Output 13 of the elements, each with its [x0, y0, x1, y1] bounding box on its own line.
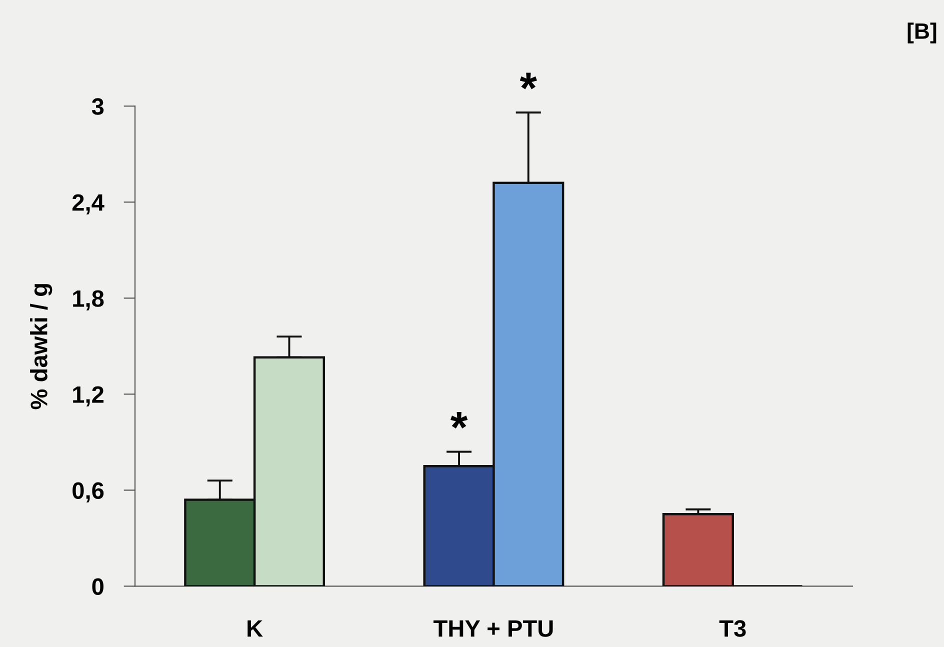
annotation: *	[450, 412, 468, 428]
y-tick-label: 2,4	[72, 194, 104, 214]
y-tick-label: 1,8	[73, 290, 104, 310]
x-tick-label: THY + PTU	[434, 620, 553, 637]
text: [B]	[908, 22, 936, 44]
x-tick-label: T3	[719, 620, 746, 637]
y-tick-label: 3	[92, 98, 104, 115]
y-tick-label: 0	[92, 578, 104, 595]
x-tick-label: K	[248, 620, 263, 637]
annotation: *	[520, 72, 537, 90]
y-tick-label: 1,2	[73, 386, 104, 406]
y-tick-label: 0,6	[72, 482, 104, 502]
y-axis-title: % dawki / g	[30, 284, 52, 410]
